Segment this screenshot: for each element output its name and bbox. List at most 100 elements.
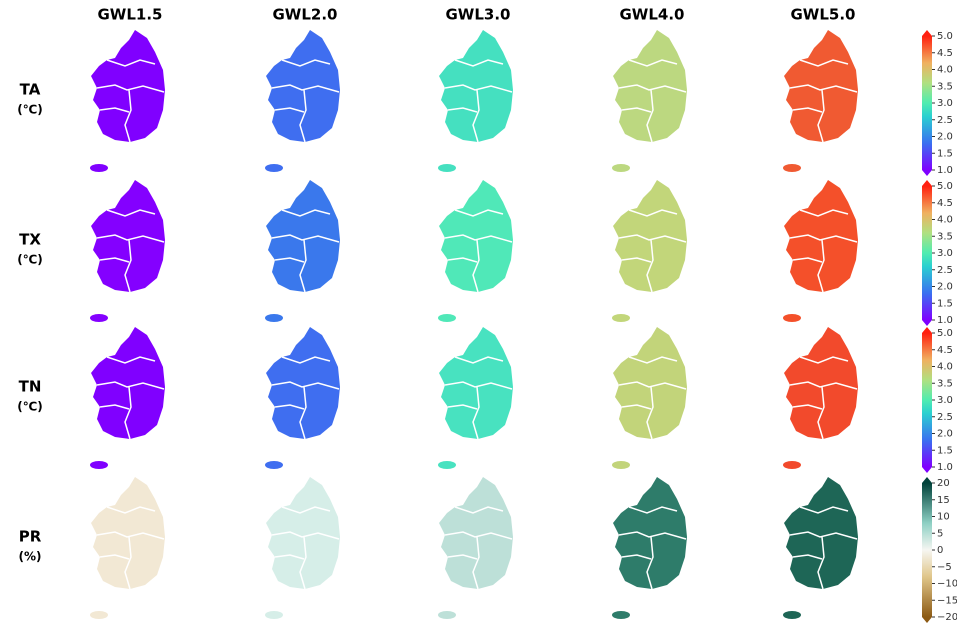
jeju [612,164,630,172]
land [613,180,687,292]
colorbar-tick-label: 4.0 [937,65,953,76]
province-border [96,356,165,440]
land [91,477,165,589]
map [783,180,858,322]
map [612,477,687,619]
colorbar-extend [922,617,932,623]
map [265,477,340,619]
map [438,477,513,619]
column-title: GWL1.5 [98,6,163,24]
map [90,477,165,619]
colorbar-tick-label: 5.0 [937,181,953,192]
colorbar-tick-label: 20 [937,478,950,489]
province-border [444,356,513,440]
land [439,477,513,589]
land [784,30,858,142]
province-border [789,59,858,143]
map [265,180,340,322]
map [783,477,858,619]
row-label: TA [20,81,41,99]
map [265,327,340,469]
colorbar [922,36,932,170]
jeju [783,314,801,322]
land [266,477,340,589]
colorbar [922,483,932,617]
row-unit: (℃) [17,103,43,117]
map [612,180,687,322]
colorbar-tick-label: 3.5 [937,81,953,92]
jeju [783,611,801,619]
row-unit: (℃) [17,400,43,414]
colorbar-extend [922,320,932,326]
province-border [444,59,513,143]
colorbar-tick-label: 5.0 [937,328,953,339]
jeju [90,164,108,172]
row-unit: (℃) [17,253,43,267]
colorbar-tick-label: 1.0 [937,462,953,473]
province-border [271,59,340,143]
colorbar [922,333,932,467]
column-title: GWL3.0 [446,6,511,24]
map [438,327,513,469]
map [612,327,687,469]
map [90,30,165,172]
province-border [618,356,687,440]
colorbar-tick-label: 3.0 [937,395,953,406]
land [784,477,858,589]
jeju [265,164,283,172]
colorbar-tick-label: −15 [937,595,957,606]
jeju [438,164,456,172]
colorbar-extend [922,180,932,186]
jeju [612,314,630,322]
land [613,30,687,142]
colorbar-tick-label: 5 [937,528,943,539]
jeju [265,314,283,322]
colorbar-tick-label: 4.0 [937,362,953,373]
map [265,30,340,172]
province-border [789,356,858,440]
colorbar-tick-label: 1.5 [937,445,953,456]
map [438,30,513,172]
colorbar-tick-label: 3.0 [937,248,953,259]
land [439,30,513,142]
map [612,30,687,172]
land [784,180,858,292]
colorbar-tick-label: 1.5 [937,298,953,309]
jeju [90,461,108,469]
colorbar-tick-label: 2.0 [937,132,953,143]
jeju [90,314,108,322]
jeju [438,611,456,619]
column-title: GWL2.0 [273,6,338,24]
land [266,30,340,142]
land [266,327,340,439]
province-border [444,209,513,293]
province-border [444,506,513,590]
colorbar-tick-label: 15 [937,495,950,506]
land [439,327,513,439]
land [613,327,687,439]
province-border [96,59,165,143]
colorbar-tick-label: 1.0 [937,315,953,326]
colorbar-tick-label: −20 [937,612,957,623]
province-border [271,209,340,293]
jeju [90,611,108,619]
province-border [618,59,687,143]
province-border [271,506,340,590]
colorbar-tick-label: 3.5 [937,378,953,389]
province-border [789,506,858,590]
colorbar-tick-label: 5.0 [937,31,953,42]
colorbar-extend [922,170,932,176]
colorbar-tick-label: −10 [937,579,957,590]
colorbar-tick-label: 2.5 [937,265,953,276]
colorbar-tick-label: 4.0 [937,215,953,226]
colorbar-tick-label: 1.0 [937,165,953,176]
colorbar-tick-label: −5 [937,562,952,573]
map [90,327,165,469]
column-title: GWL4.0 [620,6,685,24]
land [91,30,165,142]
jeju [783,461,801,469]
colorbar-tick-label: 3.5 [937,231,953,242]
colorbar-extend [922,30,932,36]
colorbar-tick-label: 3.0 [937,98,953,109]
land [266,180,340,292]
